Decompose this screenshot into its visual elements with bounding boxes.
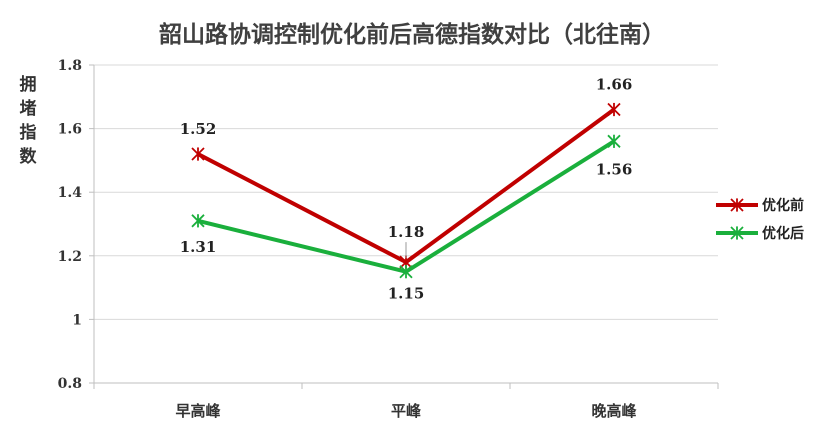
y-tick-labels: 0.8 1 1.2 1.4 1.6 1.8: [58, 58, 83, 392]
x-tick-label: 平峰: [391, 402, 422, 420]
data-label: 1.15: [388, 285, 425, 303]
chart-title: 韶山路协调控制优化前后高德指数对比（北往南）: [159, 21, 665, 48]
legend-label: 优化后: [762, 225, 804, 242]
legend-label: 优化前: [762, 197, 804, 214]
data-label: 1.31: [180, 238, 217, 256]
data-label: 1.56: [596, 160, 633, 178]
x-tick-labels: 早高峰 平峰 晚高峰: [175, 402, 637, 420]
y-tick-label: 1.2: [58, 249, 82, 265]
y-tick-label: 0.8: [58, 376, 82, 392]
x-tick-label: 早高峰: [175, 402, 221, 420]
data-point: [607, 134, 621, 148]
data-label: 1.18: [388, 223, 425, 241]
y-tick-label: 1.6: [58, 122, 82, 138]
y-axis-label-char: 堵: [20, 99, 37, 119]
data-point: [399, 265, 413, 279]
legend-item: 优化后: [716, 225, 804, 242]
data-label: 1.52: [180, 120, 217, 138]
axes: [93, 65, 719, 389]
legend-item: 优化前: [716, 197, 804, 214]
series: [191, 102, 621, 279]
data-label: 1.66: [596, 76, 633, 94]
data-point: [191, 147, 205, 161]
gridlines: [89, 64, 718, 384]
legend-marker: [730, 198, 744, 212]
data-point: [607, 102, 621, 117]
y-axis-label-char: 指: [20, 122, 37, 143]
data-point: [191, 214, 205, 228]
y-tick-label: 1.4: [58, 185, 83, 201]
legend-marker: [730, 226, 744, 240]
data-labels: 1.52 1.18 1.66 1.31 1.15 1.56: [180, 76, 633, 303]
y-tick-label: 1: [72, 312, 82, 328]
y-tick-label: 1.8: [58, 58, 82, 74]
y-axis-label-char: 拥: [20, 74, 37, 95]
x-tick-label: 晚高峰: [591, 402, 637, 420]
y-axis-label-char: 数: [20, 146, 38, 167]
